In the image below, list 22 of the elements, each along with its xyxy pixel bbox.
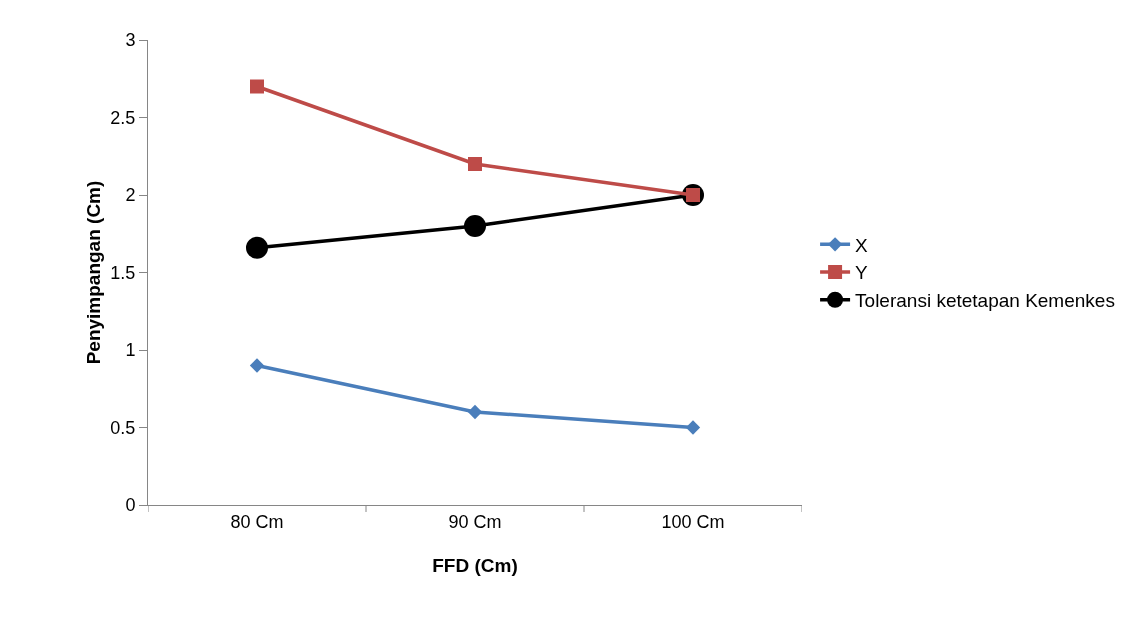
point (685, 420, 701, 435)
point (246, 236, 268, 259)
y-tick-label: 2 (125, 185, 136, 206)
x-tick-label: 100 Cm (661, 511, 725, 532)
x-axis-title: FFD (Cm) (432, 555, 518, 576)
y-axis-title: Penyimpangan (Cm) (83, 180, 104, 365)
y-tick-label: 0 (125, 495, 136, 516)
legend-label: Y (855, 262, 869, 284)
y-tick-label: 1.5 (110, 262, 136, 283)
point (467, 404, 483, 420)
point (468, 157, 482, 171)
point (464, 215, 486, 237)
x-tick-label: 80 Cm (230, 511, 284, 532)
legend-label: Toleransi ketetapan Kemenkes (855, 290, 1115, 312)
point (250, 79, 264, 94)
y-tick-label: 0.5 (110, 417, 136, 438)
y-tick-label: 1 (125, 340, 136, 361)
legend-label: X (855, 234, 869, 256)
y-tick-label: 3 (125, 30, 136, 51)
point (249, 358, 265, 373)
x-tick-label: 90 Cm (448, 511, 502, 532)
y-tick-label: 2.5 (110, 107, 136, 128)
